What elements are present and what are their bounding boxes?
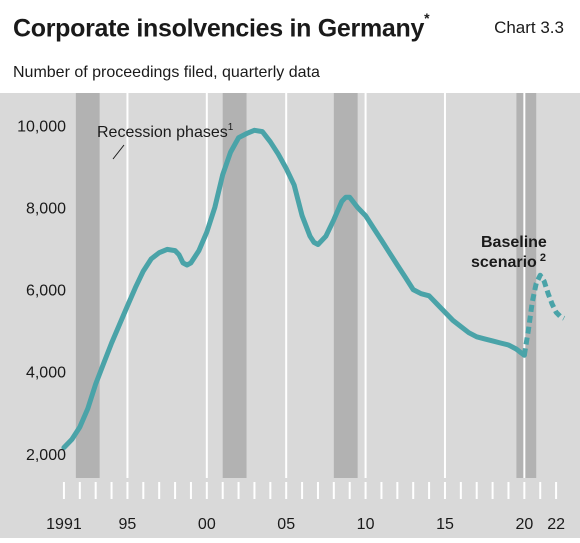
y-tick-label-6000: 6,000 <box>26 283 66 300</box>
x-tick-label-1991: 1991 <box>46 516 82 533</box>
recession-band-4 <box>516 93 537 478</box>
vertical-gridlines <box>126 93 526 478</box>
recession-band-1 <box>75 93 100 478</box>
x-tick-label-15: 15 <box>436 516 454 533</box>
recession-band-2 <box>222 93 247 478</box>
y-tick-label-8000: 8,000 <box>26 201 66 218</box>
baseline-footnote-marker: 2 <box>540 252 546 264</box>
x-axis-tick-labels: 1991 95 00 05 10 15 20 22 <box>46 516 565 533</box>
y-tick-label-2000: 2,000 <box>26 447 66 464</box>
y-tick-label-10000: 10,000 <box>17 118 66 135</box>
x-tick-label-10: 10 <box>357 516 375 533</box>
recession-bands <box>75 93 537 478</box>
chart-title: Corporate insolvencies in Germany* <box>13 10 430 43</box>
x-tick-label-95: 95 <box>119 516 137 533</box>
recession-phases-pointer <box>112 144 125 160</box>
recession-band-3 <box>333 93 358 478</box>
x-tick-label-00: 00 <box>198 516 216 533</box>
baseline-scenario-line <box>521 272 566 356</box>
baseline-label-line2: scenario 2 <box>471 252 546 271</box>
recession-phases-label: Recession phases1 <box>97 122 234 141</box>
x-tick-label-20: 20 <box>515 516 533 533</box>
y-axis-tick-labels: 2,000 4,000 6,000 8,000 10,000 <box>17 118 66 463</box>
chart-number: Chart 3.3 <box>494 18 564 37</box>
x-tick-label-22: 22 <box>547 516 565 533</box>
chart-header: Corporate insolvencies in Germany* Chart… <box>0 0 580 93</box>
x-minor-ticks <box>62 482 558 499</box>
x-tick-label-05: 05 <box>277 516 295 533</box>
y-tick-label-4000: 4,000 <box>26 365 66 382</box>
title-footnote-marker: * <box>424 10 430 26</box>
chart-title-text: Corporate insolvencies in Germany <box>13 14 425 43</box>
recession-phases-footnote-marker: 1 <box>228 122 234 133</box>
insolvencies-line <box>61 127 527 451</box>
baseline-label-line1: Baseline <box>481 234 547 251</box>
chart-area: 2,000 4,000 6,000 8,000 10,000 1991 95 00 05 10 1… <box>0 93 580 543</box>
data-series <box>61 127 566 451</box>
chart-subtitle: Number of proceedings filed, quarterly d… <box>13 64 320 81</box>
